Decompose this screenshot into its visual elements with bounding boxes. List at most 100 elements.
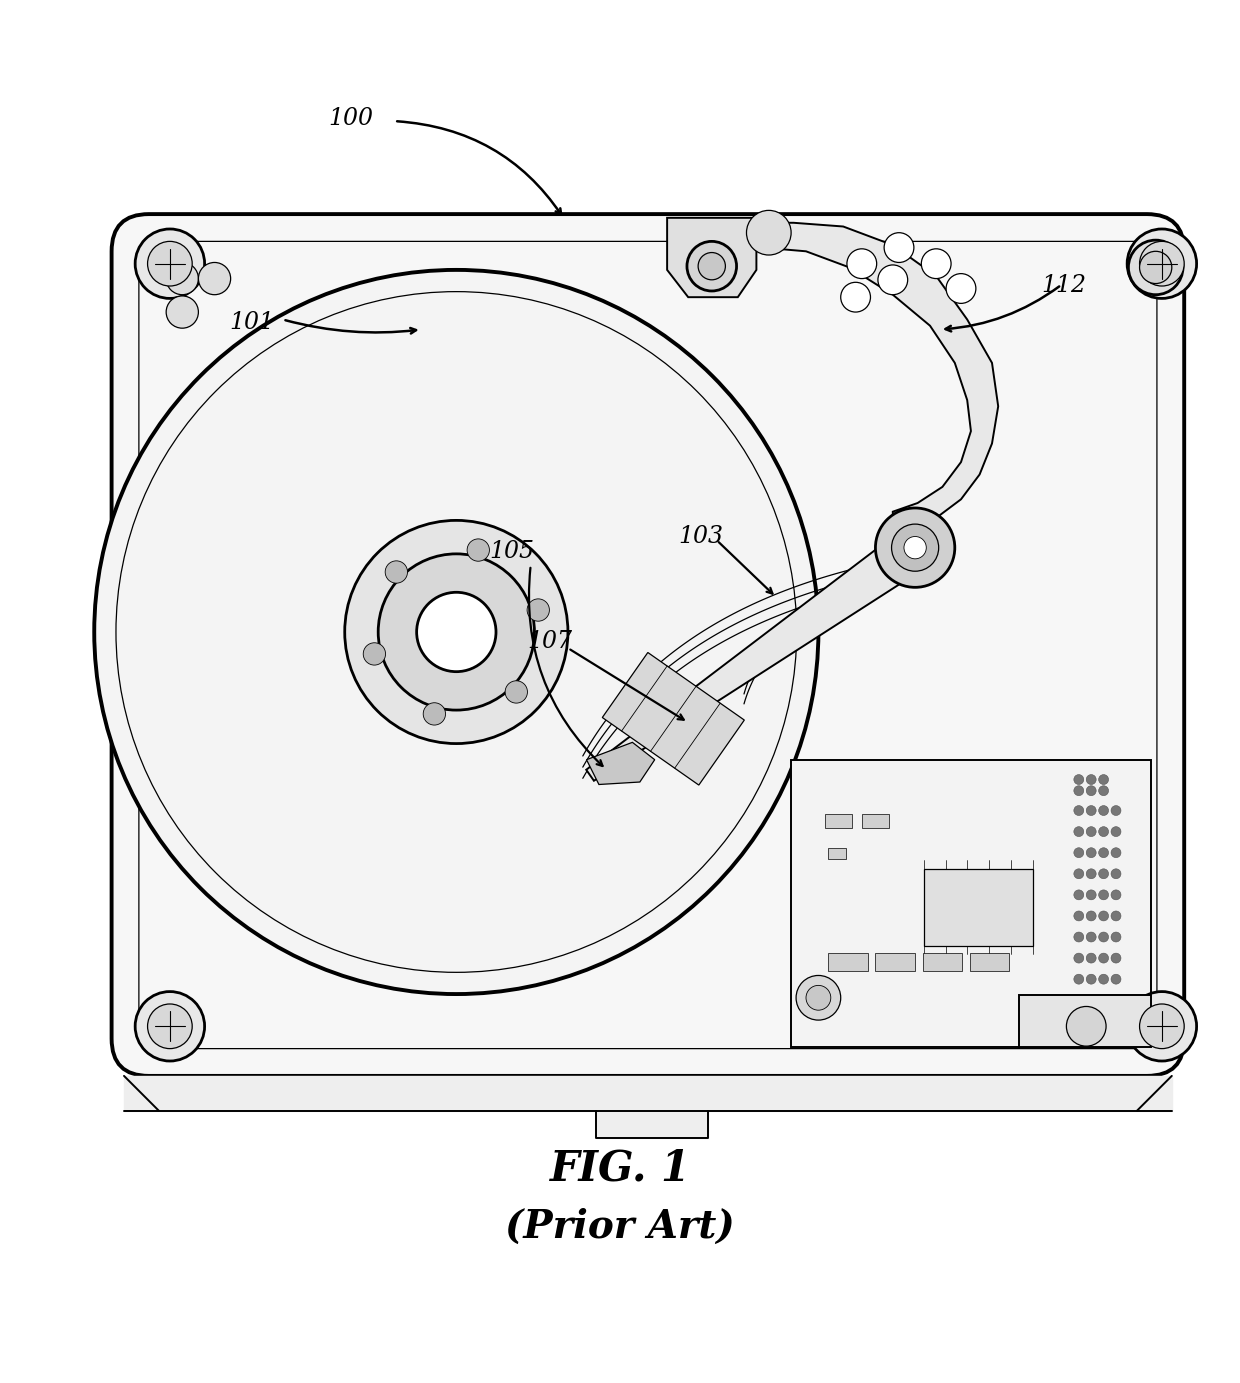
Circle shape <box>1111 869 1121 878</box>
Bar <box>862 815 889 828</box>
Circle shape <box>1099 848 1109 857</box>
Bar <box>825 815 852 828</box>
Circle shape <box>135 230 205 299</box>
Circle shape <box>1086 953 1096 963</box>
Circle shape <box>1099 974 1109 985</box>
Circle shape <box>1074 848 1084 857</box>
Circle shape <box>1074 974 1084 985</box>
Polygon shape <box>763 223 998 530</box>
Circle shape <box>1099 827 1109 837</box>
Circle shape <box>1099 889 1109 900</box>
Text: (Prior Art): (Prior Art) <box>505 1209 735 1246</box>
Circle shape <box>806 985 831 1010</box>
Circle shape <box>1099 911 1109 921</box>
Circle shape <box>1111 911 1121 921</box>
Text: 105: 105 <box>490 539 534 563</box>
Circle shape <box>1066 1007 1106 1046</box>
Circle shape <box>1086 974 1096 985</box>
Circle shape <box>1086 805 1096 816</box>
Circle shape <box>1111 889 1121 900</box>
Circle shape <box>1074 805 1084 816</box>
Text: 103: 103 <box>678 524 723 548</box>
Circle shape <box>687 242 737 290</box>
Circle shape <box>875 508 955 588</box>
Circle shape <box>94 270 818 994</box>
Circle shape <box>904 537 926 559</box>
Text: 101: 101 <box>229 311 274 335</box>
Circle shape <box>1111 974 1121 985</box>
Circle shape <box>847 249 877 278</box>
Circle shape <box>1086 869 1096 878</box>
Circle shape <box>1074 932 1084 942</box>
Circle shape <box>1074 827 1084 837</box>
Circle shape <box>892 524 939 571</box>
Bar <box>875 953 915 971</box>
Polygon shape <box>587 743 655 784</box>
Circle shape <box>1099 869 1109 878</box>
Circle shape <box>148 1004 192 1048</box>
Circle shape <box>1074 786 1084 795</box>
Circle shape <box>1086 848 1096 857</box>
Circle shape <box>1140 242 1184 286</box>
Circle shape <box>148 242 192 286</box>
Circle shape <box>1099 932 1109 942</box>
Polygon shape <box>596 1111 708 1138</box>
Bar <box>828 848 846 859</box>
Polygon shape <box>603 653 744 786</box>
Circle shape <box>1074 911 1084 921</box>
Circle shape <box>1074 953 1084 963</box>
Circle shape <box>527 599 549 621</box>
Circle shape <box>1140 1004 1184 1048</box>
Circle shape <box>1099 953 1109 963</box>
Circle shape <box>363 643 386 665</box>
Circle shape <box>345 520 568 744</box>
Circle shape <box>1111 805 1121 816</box>
Circle shape <box>135 992 205 1061</box>
Circle shape <box>1140 252 1172 284</box>
Circle shape <box>921 249 951 278</box>
Text: 100: 100 <box>329 106 373 130</box>
Circle shape <box>1111 848 1121 857</box>
Bar <box>791 759 1151 1047</box>
Text: 107: 107 <box>527 631 572 653</box>
Circle shape <box>1086 786 1096 795</box>
Circle shape <box>1099 805 1109 816</box>
Circle shape <box>166 263 198 295</box>
Circle shape <box>1111 953 1121 963</box>
Circle shape <box>386 561 408 584</box>
Circle shape <box>698 253 725 279</box>
Circle shape <box>1086 827 1096 837</box>
Circle shape <box>796 975 841 1021</box>
Bar <box>828 953 868 971</box>
Circle shape <box>1074 889 1084 900</box>
Circle shape <box>1128 241 1183 295</box>
Circle shape <box>1099 774 1109 784</box>
Circle shape <box>1086 911 1096 921</box>
Circle shape <box>1111 827 1121 837</box>
Circle shape <box>1127 230 1197 299</box>
Circle shape <box>505 680 527 703</box>
Circle shape <box>946 274 976 303</box>
Circle shape <box>1074 774 1084 784</box>
Circle shape <box>1086 889 1096 900</box>
Bar <box>923 953 962 971</box>
FancyBboxPatch shape <box>112 214 1184 1076</box>
Circle shape <box>417 592 496 672</box>
Circle shape <box>166 296 198 328</box>
Circle shape <box>1127 992 1197 1061</box>
Polygon shape <box>587 530 928 781</box>
Circle shape <box>423 703 445 725</box>
Circle shape <box>1086 932 1096 942</box>
Circle shape <box>1086 774 1096 784</box>
Circle shape <box>198 263 231 295</box>
Text: FIG. 1: FIG. 1 <box>549 1148 691 1189</box>
Circle shape <box>1111 932 1121 942</box>
Bar <box>970 953 1009 971</box>
Circle shape <box>378 553 534 709</box>
Circle shape <box>746 210 791 254</box>
Text: 112: 112 <box>1042 274 1086 297</box>
Bar <box>924 869 1033 946</box>
Circle shape <box>878 266 908 295</box>
Circle shape <box>841 282 870 313</box>
Circle shape <box>1074 869 1084 878</box>
